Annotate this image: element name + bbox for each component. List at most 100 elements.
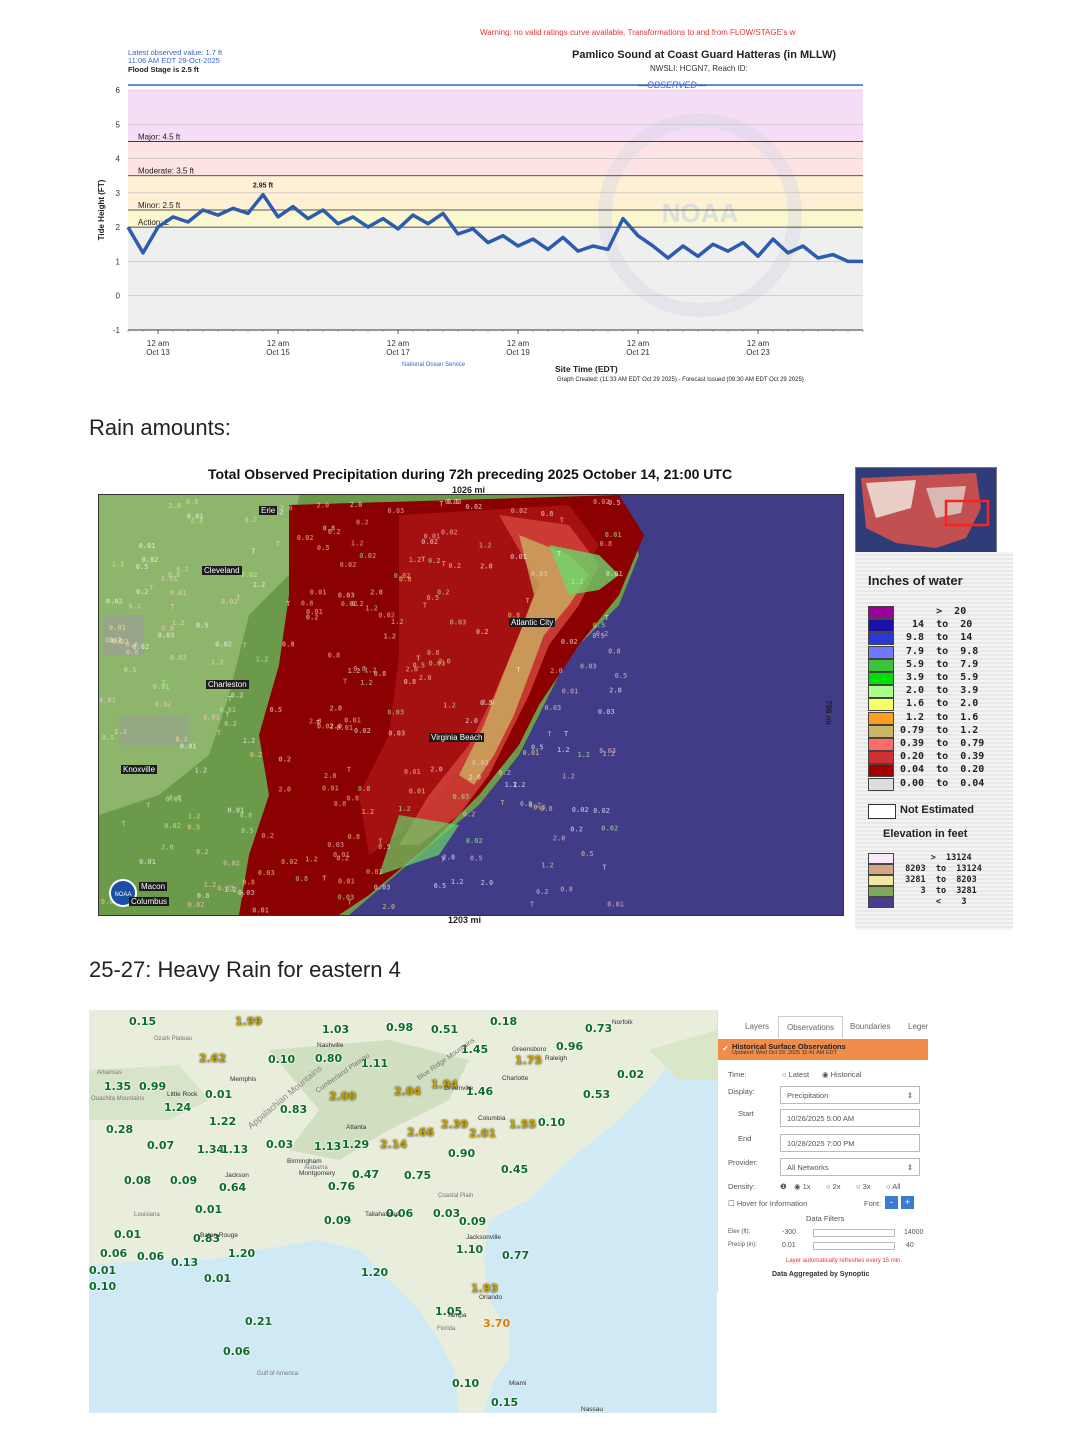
density-3x-radio[interactable]: ○ 3x [856, 1182, 871, 1191]
start-date-field[interactable]: 10/26/2025 5:00 AM [780, 1109, 920, 1127]
station-precip-value[interactable]: 0.15 [129, 1015, 157, 1028]
flood-stage-note: Flood Stage is 2.5 ft [128, 65, 199, 74]
station-precip-value[interactable]: 0.06 [100, 1247, 128, 1260]
density-info-icon[interactable]: ❶ [780, 1182, 787, 1191]
station-precip-value[interactable]: 0.80 [315, 1052, 343, 1065]
station-precip-value[interactable]: 1.94 [431, 1078, 459, 1091]
station-precip-value[interactable]: 0.10 [268, 1053, 296, 1066]
station-precip-value[interactable]: 0.18 [490, 1015, 518, 1028]
observations-map[interactable]: 0.15 1.99 1.03 0.98 0.51 0.18 0.96 0.73 2.62 0.10… [89, 1010, 717, 1413]
x-tick-date: Oct 23 [746, 348, 770, 357]
station-precip-value[interactable]: 0.21 [245, 1315, 273, 1328]
precip-texture: 2.0 [553, 835, 566, 843]
station-precip-value[interactable]: 1.05 [435, 1305, 463, 1318]
station-precip-value[interactable]: 0.06 [386, 1207, 414, 1220]
time-latest-radio[interactable]: ○ Latest [782, 1070, 810, 1079]
station-precip-value[interactable]: 0.13 [171, 1256, 199, 1269]
station-precip-value[interactable]: 0.98 [386, 1021, 414, 1034]
station-precip-value[interactable]: 1.35 [104, 1080, 132, 1093]
station-precip-value[interactable]: 0.96 [556, 1040, 584, 1053]
station-precip-value[interactable]: 1.45 [461, 1043, 489, 1056]
display-select[interactable]: Precipitation ⇕ [780, 1086, 920, 1104]
station-precip-value[interactable]: 1.11 [361, 1057, 389, 1070]
station-precip-value[interactable]: 1.93 [471, 1282, 499, 1295]
station-precip-value[interactable]: 0.75 [404, 1169, 432, 1182]
precip-texture: 0.8 [348, 833, 361, 841]
station-precip-value[interactable]: 1.20 [361, 1266, 389, 1279]
station-precip-value[interactable]: 1.29 [342, 1138, 370, 1151]
station-precip-value[interactable]: 0.83 [193, 1232, 221, 1245]
station-precip-value[interactable]: 1.75 [515, 1054, 543, 1067]
station-precip-value[interactable]: 3.70 [483, 1317, 511, 1330]
station-precip-value[interactable]: 2.00 [329, 1090, 357, 1103]
station-precip-value[interactable]: 1.22 [209, 1115, 237, 1128]
density-1x-radio[interactable]: ◉ 1x [794, 1182, 811, 1191]
tab-layers[interactable]: Layers [745, 1022, 770, 1031]
station-precip-value[interactable]: 2.14 [380, 1138, 408, 1151]
precip-texture: 0.2 [336, 855, 349, 863]
observations-panel: Layers Observations Boundaries Legend ✔ … [717, 1010, 928, 1292]
density-2x-radio[interactable]: ○ 2x [826, 1182, 841, 1191]
station-precip-value[interactable]: 0.01 [89, 1264, 117, 1277]
station-precip-value[interactable]: 0.10 [452, 1377, 480, 1390]
station-precip-value[interactable]: 1.13 [314, 1140, 342, 1153]
provider-select[interactable]: All Networks ⇕ [780, 1158, 920, 1176]
station-precip-value[interactable]: 0.01 [205, 1088, 233, 1101]
historical-obs-header[interactable]: ✔ Historical Surface Observations Update… [718, 1039, 928, 1060]
station-precip-value[interactable]: 0.06 [137, 1250, 165, 1263]
station-precip-value[interactable]: 0.28 [106, 1123, 134, 1136]
hover-checkbox[interactable]: ☐ Hover for Information [728, 1199, 808, 1208]
tab-observations[interactable]: Observations [778, 1016, 844, 1038]
station-precip-value[interactable]: 0.03 [433, 1207, 461, 1220]
station-precip-value[interactable]: 0.77 [502, 1249, 530, 1262]
font-decrease-button[interactable]: - [885, 1196, 898, 1209]
station-precip-value[interactable]: 2.66 [407, 1126, 435, 1139]
station-precip-value[interactable]: 2.62 [199, 1052, 227, 1065]
station-precip-value[interactable]: 0.06 [223, 1345, 251, 1358]
station-precip-value[interactable]: 2.39 [441, 1118, 469, 1131]
station-precip-value[interactable]: 1.03 [322, 1023, 350, 1036]
precip-slider[interactable] [813, 1242, 895, 1250]
time-historical-radio[interactable]: ◉ Historical [822, 1070, 862, 1079]
station-precip-value[interactable]: 0.10 [538, 1116, 566, 1129]
station-precip-value[interactable]: 0.03 [266, 1138, 294, 1151]
station-precip-value[interactable]: 1.13 [221, 1143, 249, 1156]
station-precip-value[interactable]: 0.02 [617, 1068, 645, 1081]
station-precip-value[interactable]: 1.34 [197, 1143, 225, 1156]
station-precip-value[interactable]: 2.04 [394, 1085, 422, 1098]
station-precip-value[interactable]: 0.09 [459, 1215, 487, 1228]
station-precip-value[interactable]: 0.47 [352, 1168, 380, 1181]
station-precip-value[interactable]: 0.09 [324, 1214, 352, 1227]
station-precip-value[interactable]: 0.07 [147, 1139, 175, 1152]
station-precip-value[interactable]: 0.01 [195, 1203, 223, 1216]
station-precip-value[interactable]: 0.73 [585, 1022, 613, 1035]
station-precip-value[interactable]: 2.01 [469, 1127, 497, 1140]
precip-texture: T [316, 719, 320, 727]
tab-boundaries[interactable]: Boundaries [850, 1022, 891, 1031]
station-precip-value[interactable]: 1.20 [228, 1247, 256, 1260]
density-all-radio[interactable]: ○ All [886, 1182, 901, 1191]
tab-legend[interactable]: Legend [908, 1022, 928, 1031]
station-precip-value[interactable]: 1.99 [235, 1015, 263, 1028]
station-precip-value[interactable]: 0.90 [448, 1147, 476, 1160]
station-precip-value[interactable]: 1.24 [164, 1101, 192, 1114]
end-date-field[interactable]: 10/28/2025 7:00 PM [780, 1134, 920, 1152]
station-precip-value[interactable]: 0.10 [89, 1280, 117, 1293]
station-precip-value[interactable]: 1.55 [509, 1118, 537, 1131]
station-precip-value[interactable]: 0.64 [219, 1181, 247, 1194]
font-increase-button[interactable]: + [901, 1196, 914, 1209]
station-precip-value[interactable]: 0.08 [124, 1174, 152, 1187]
station-precip-value[interactable]: 0.99 [139, 1080, 167, 1093]
elev-slider[interactable] [813, 1229, 895, 1237]
station-precip-value[interactable]: 0.15 [491, 1396, 519, 1409]
station-precip-value[interactable]: 1.46 [466, 1085, 494, 1098]
station-precip-value[interactable]: 0.09 [170, 1174, 198, 1187]
station-precip-value[interactable]: 0.01 [114, 1228, 142, 1241]
station-precip-value[interactable]: 0.45 [501, 1163, 529, 1176]
station-precip-value[interactable]: 1.10 [456, 1243, 484, 1256]
station-precip-value[interactable]: 0.53 [583, 1088, 611, 1101]
station-precip-value[interactable]: 0.76 [328, 1180, 356, 1193]
station-precip-value[interactable]: 0.83 [280, 1103, 308, 1116]
station-precip-value[interactable]: 0.51 [431, 1023, 459, 1036]
station-precip-value[interactable]: 0.01 [204, 1272, 232, 1285]
